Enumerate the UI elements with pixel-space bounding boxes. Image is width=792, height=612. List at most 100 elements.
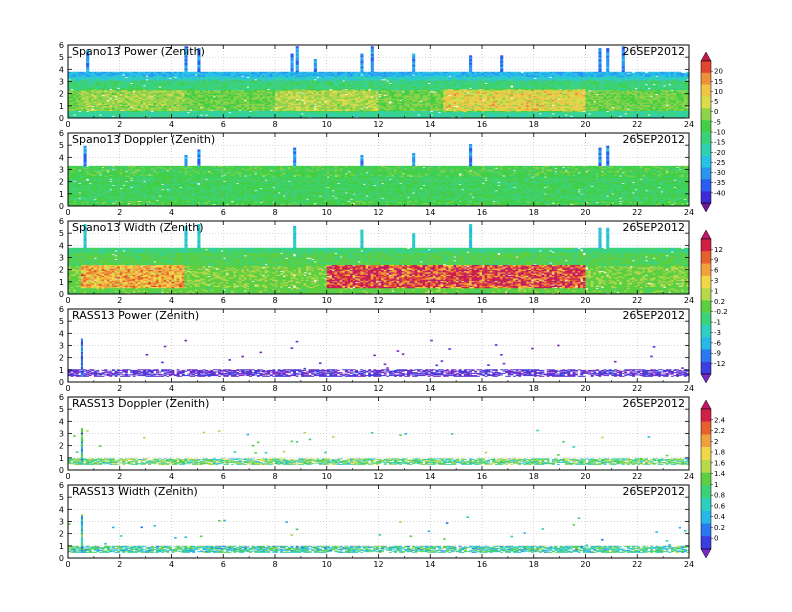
cell	[256, 81, 260, 84]
cell	[143, 103, 146, 105]
cell	[140, 76, 144, 79]
cell	[311, 71, 315, 74]
cell	[233, 99, 237, 102]
cell	[153, 115, 157, 118]
cell	[73, 97, 77, 99]
cell	[225, 109, 229, 111]
cell	[223, 107, 227, 109]
cell	[145, 105, 149, 108]
cell	[187, 79, 190, 81]
cell	[155, 102, 159, 104]
cell	[220, 107, 224, 109]
cell	[122, 107, 126, 109]
cell	[99, 99, 102, 102]
cell	[378, 71, 382, 74]
cell	[181, 74, 185, 76]
cell	[166, 94, 170, 97]
cell	[174, 80, 177, 82]
cell	[99, 76, 102, 79]
cell	[233, 79, 237, 81]
cell	[155, 96, 159, 98]
cell	[171, 104, 175, 107]
cell	[184, 103, 188, 105]
cell	[220, 111, 224, 114]
cell	[150, 114, 154, 116]
cell	[259, 104, 263, 107]
cell	[78, 91, 82, 93]
cell	[210, 107, 214, 109]
cell	[210, 87, 214, 90]
cell	[181, 87, 185, 90]
cell	[150, 88, 154, 91]
cell	[205, 85, 209, 87]
cell	[355, 71, 359, 74]
cell	[207, 98, 211, 101]
cell	[264, 108, 268, 110]
cell	[251, 74, 255, 76]
cell	[86, 80, 89, 82]
cell	[254, 83, 258, 86]
cell	[174, 96, 177, 98]
cell	[106, 97, 110, 99]
cell	[168, 100, 172, 103]
cell	[148, 97, 152, 99]
cell	[220, 74, 224, 76]
cell	[212, 81, 216, 84]
cell	[181, 81, 185, 84]
cell	[127, 97, 131, 99]
cell	[96, 81, 100, 84]
cell	[70, 97, 74, 99]
cell	[143, 104, 146, 107]
cell	[99, 96, 102, 98]
cell	[119, 104, 123, 107]
cell	[117, 80, 121, 82]
cell	[101, 72, 105, 75]
cell	[73, 88, 77, 91]
cell	[106, 74, 110, 76]
cell	[114, 110, 118, 113]
cell	[155, 114, 159, 116]
cell	[137, 99, 141, 102]
cell	[187, 87, 190, 90]
cell	[228, 110, 232, 113]
cell	[199, 90, 203, 92]
cell	[153, 111, 157, 114]
cell	[241, 88, 245, 91]
cell	[96, 110, 100, 113]
cell	[231, 94, 234, 97]
cell	[194, 76, 198, 79]
cell	[163, 104, 167, 107]
cell	[205, 108, 209, 110]
cell	[78, 72, 82, 75]
cell	[148, 90, 152, 92]
cell	[124, 107, 128, 109]
cell	[202, 91, 206, 93]
cell	[150, 75, 154, 77]
cell	[91, 92, 95, 94]
cell	[176, 76, 180, 79]
cell	[158, 99, 162, 102]
cell	[127, 79, 131, 81]
cell	[83, 80, 87, 82]
cell	[179, 113, 183, 115]
cell	[140, 105, 144, 108]
cell	[254, 72, 258, 75]
cell	[88, 71, 92, 74]
cell	[153, 109, 157, 111]
cell	[78, 113, 82, 115]
cell	[176, 74, 180, 76]
cell	[176, 86, 180, 88]
cell	[145, 85, 149, 87]
cell	[223, 90, 227, 92]
cell	[220, 104, 224, 107]
cell	[155, 71, 159, 74]
cell	[192, 97, 196, 99]
cell	[256, 94, 260, 97]
cell	[122, 81, 126, 84]
cell	[127, 76, 131, 79]
cell	[223, 81, 227, 84]
cell	[166, 81, 170, 84]
cell	[199, 92, 203, 94]
cell	[179, 77, 183, 80]
cell	[192, 107, 196, 109]
